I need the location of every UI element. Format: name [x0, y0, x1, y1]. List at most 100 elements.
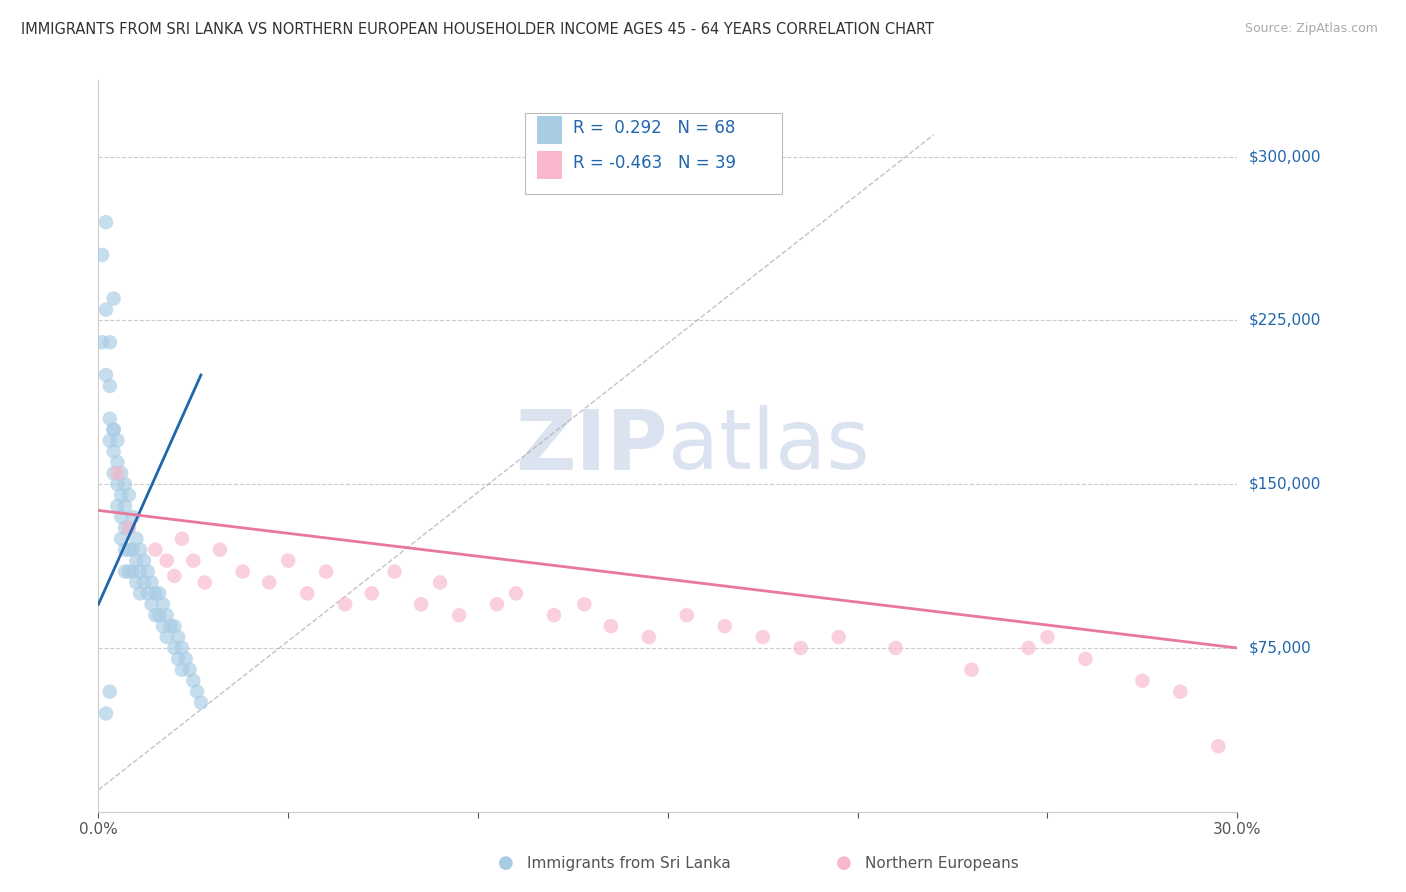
- Point: [156, 554, 179, 568]
- Point: [114, 477, 136, 491]
- Point: [118, 488, 141, 502]
- Point: [94, 706, 117, 721]
- Point: [98, 335, 121, 350]
- Point: [129, 586, 152, 600]
- Point: [156, 630, 179, 644]
- Point: [790, 640, 813, 655]
- Point: [114, 521, 136, 535]
- Point: [148, 586, 170, 600]
- Point: [505, 586, 527, 600]
- Point: [110, 510, 132, 524]
- Bar: [537, 116, 562, 144]
- Point: [1208, 739, 1230, 754]
- Point: [384, 565, 406, 579]
- Point: [91, 248, 114, 262]
- Text: $75,000: $75,000: [1249, 640, 1312, 656]
- Point: [103, 444, 125, 458]
- Text: $300,000: $300,000: [1249, 149, 1320, 164]
- Point: [141, 597, 163, 611]
- Point: [1132, 673, 1154, 688]
- Point: [600, 619, 623, 633]
- Point: [167, 630, 190, 644]
- Point: [125, 554, 148, 568]
- Point: [574, 597, 596, 611]
- Text: R =  0.292   N = 68: R = 0.292 N = 68: [574, 119, 735, 136]
- Point: [828, 630, 851, 644]
- Point: [190, 696, 212, 710]
- Point: [208, 542, 231, 557]
- Point: [486, 597, 509, 611]
- Text: Immigrants from Sri Lanka: Immigrants from Sri Lanka: [527, 856, 731, 871]
- Text: $225,000: $225,000: [1249, 313, 1320, 328]
- Point: [297, 586, 319, 600]
- Point: [103, 467, 125, 481]
- Point: [121, 565, 143, 579]
- Text: Northern Europeans: Northern Europeans: [865, 856, 1018, 871]
- Point: [98, 684, 121, 698]
- Point: [179, 663, 201, 677]
- Point: [429, 575, 451, 590]
- Point: [94, 215, 117, 229]
- Point: [170, 663, 193, 677]
- Point: [259, 575, 281, 590]
- Point: [103, 423, 125, 437]
- Point: [121, 510, 143, 524]
- Point: [132, 575, 155, 590]
- Point: [118, 565, 141, 579]
- Bar: [537, 152, 562, 179]
- Point: [163, 569, 186, 583]
- Point: [118, 521, 141, 535]
- Point: [141, 575, 163, 590]
- Point: [110, 488, 132, 502]
- Text: R = -0.463   N = 39: R = -0.463 N = 39: [574, 154, 737, 172]
- Point: [107, 499, 129, 513]
- Point: [543, 608, 565, 623]
- Point: [174, 652, 197, 666]
- Point: [156, 608, 179, 623]
- Point: [114, 565, 136, 579]
- Point: [125, 532, 148, 546]
- Text: ●: ●: [835, 855, 852, 872]
- Point: [136, 586, 159, 600]
- Point: [1018, 640, 1040, 655]
- Point: [98, 434, 121, 448]
- Point: [884, 640, 907, 655]
- Point: [360, 586, 382, 600]
- Text: ZIP: ZIP: [516, 406, 668, 486]
- Point: [107, 467, 129, 481]
- Point: [163, 619, 186, 633]
- Point: [103, 292, 125, 306]
- Point: [118, 542, 141, 557]
- Text: ●: ●: [498, 855, 515, 872]
- Text: atlas: atlas: [668, 406, 869, 486]
- Point: [110, 467, 132, 481]
- Point: [129, 565, 152, 579]
- Point: [145, 608, 167, 623]
- Point: [110, 532, 132, 546]
- Point: [148, 608, 170, 623]
- Point: [194, 575, 217, 590]
- Point: [1036, 630, 1059, 644]
- Point: [315, 565, 337, 579]
- Point: [638, 630, 661, 644]
- Point: [152, 597, 174, 611]
- Point: [714, 619, 737, 633]
- Point: [186, 684, 208, 698]
- Point: [183, 673, 205, 688]
- Text: IMMIGRANTS FROM SRI LANKA VS NORTHERN EUROPEAN HOUSEHOLDER INCOME AGES 45 - 64 Y: IMMIGRANTS FROM SRI LANKA VS NORTHERN EU…: [21, 22, 934, 37]
- Point: [145, 586, 167, 600]
- Point: [114, 542, 136, 557]
- Point: [752, 630, 775, 644]
- Point: [107, 477, 129, 491]
- FancyBboxPatch shape: [526, 113, 782, 194]
- Point: [159, 619, 181, 633]
- Point: [136, 565, 159, 579]
- Point: [107, 455, 129, 469]
- Point: [411, 597, 433, 611]
- Point: [1074, 652, 1097, 666]
- Point: [163, 640, 186, 655]
- Point: [167, 652, 190, 666]
- Point: [232, 565, 254, 579]
- Point: [91, 335, 114, 350]
- Point: [107, 434, 129, 448]
